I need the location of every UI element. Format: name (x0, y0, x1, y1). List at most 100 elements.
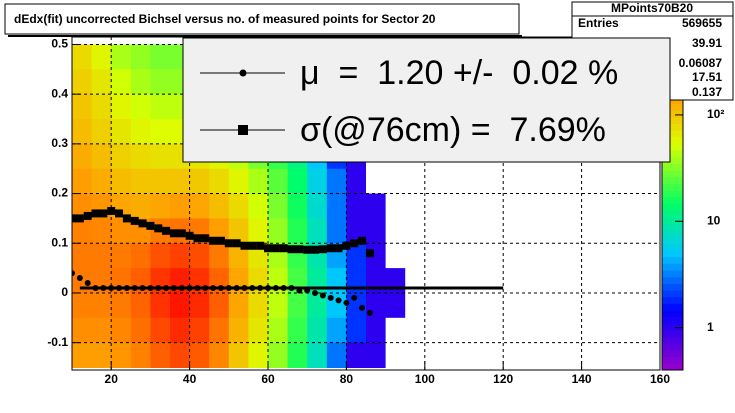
heatmap-cell (346, 317, 367, 344)
colorbar-band (662, 343, 683, 351)
heatmap-cell (228, 218, 249, 244)
colorbar-band (662, 296, 683, 304)
heatmap-cell (248, 218, 269, 244)
heatmap-cell (150, 94, 171, 120)
heatmap-cell (405, 292, 426, 319)
x-tick-label: 160 (650, 372, 670, 386)
heatmap-cell (346, 168, 367, 195)
marker-square (185, 231, 194, 240)
y-tick-label: 0 (61, 285, 68, 299)
heatmap-cell (405, 317, 426, 344)
heatmap-cell (346, 342, 367, 369)
marker-square (311, 245, 320, 254)
marker-square (201, 234, 210, 243)
colorbar-band (662, 230, 683, 238)
colorbar-band (662, 170, 683, 178)
heatmap-cell (385, 268, 406, 294)
colorbar-band (662, 316, 683, 324)
heatmap-cell (405, 193, 426, 219)
x-tick-label: 100 (415, 372, 435, 386)
heatmap-cell (111, 317, 132, 344)
heatmap-cell (287, 168, 308, 195)
z-tick-label: 10 (707, 213, 721, 227)
heatmap-cell (307, 193, 328, 219)
heatmap-cell (130, 193, 151, 219)
heatmap-cell (228, 193, 249, 219)
marker-circle (92, 284, 99, 291)
colorbar-band (662, 190, 683, 198)
colorbar-band (662, 183, 683, 191)
heatmap-cell (130, 94, 151, 120)
heatmap-cell (385, 317, 406, 344)
heatmap-cell (170, 168, 191, 195)
marker-square (209, 236, 218, 245)
marker-circle (249, 284, 256, 291)
heatmap-cell (248, 168, 269, 195)
heatmap-cell (111, 94, 132, 120)
colorbar-band (662, 136, 683, 145)
heatmap-cell (111, 69, 132, 95)
colorbar-band (662, 110, 683, 118)
stats-title: MPoints70B20 (611, 1, 693, 15)
colorbar-band (662, 130, 683, 138)
marker-square (358, 236, 367, 245)
stats-value: 17.51 (692, 70, 722, 84)
legend-box (182, 37, 671, 163)
heatmap-cell (326, 268, 347, 294)
heatmap-cell (209, 317, 230, 344)
colorbar-band (662, 250, 683, 258)
heatmap-cell (91, 168, 112, 195)
marker-circle (241, 284, 248, 291)
heatmap-cell (366, 193, 387, 219)
colorbar-band (662, 350, 683, 358)
heatmap-cell (307, 218, 328, 244)
heatmap-cell (91, 218, 112, 244)
heatmap-cell (111, 342, 132, 369)
heatmap-cell (307, 292, 328, 319)
legend: μ = 1.20 +/- 0.02 % σ(@76cm) = 7.69% (182, 37, 671, 163)
legend-marker (239, 69, 247, 77)
heatmap-cell (268, 193, 289, 219)
heatmap-cell (189, 292, 210, 319)
heatmap-cell (91, 44, 112, 70)
marker-circle (304, 287, 311, 294)
heatmap-cell (91, 243, 112, 269)
marker-circle (343, 299, 350, 306)
marker-square (271, 244, 280, 253)
heatmap-cell (91, 143, 112, 170)
heatmap-cell (130, 292, 151, 319)
heatmap-cell (385, 342, 406, 369)
heatmap-cell (209, 342, 230, 369)
marker-square (256, 241, 265, 250)
heatmap-cell (130, 143, 151, 170)
marker-square (91, 209, 100, 218)
x-tick-label: 40 (183, 372, 197, 386)
marker-circle (100, 284, 107, 291)
marker-circle (170, 284, 177, 291)
heatmap-cell (228, 168, 249, 195)
marker-square (146, 221, 155, 230)
heatmap-cell (111, 243, 132, 269)
marker-circle (288, 284, 295, 291)
x-tick-label: 60 (261, 372, 275, 386)
heatmap-cell (209, 168, 230, 195)
stats-value: 569655 (682, 16, 722, 30)
heatmap-cell (72, 342, 93, 369)
marker-square (295, 245, 304, 254)
marker-circle (351, 294, 358, 301)
marker-square (154, 224, 163, 233)
marker-square (75, 214, 84, 223)
y-tick-label: 0.1 (51, 235, 68, 249)
marker-circle (233, 284, 240, 291)
colorbar-band (662, 210, 683, 218)
heatmap-cell (150, 143, 171, 170)
marker-circle (72, 270, 75, 277)
heatmap-cell (209, 193, 230, 219)
colorbar-band (662, 263, 683, 271)
colorbar-band (662, 290, 683, 298)
marker-square (177, 229, 186, 238)
marker-circle (265, 284, 271, 291)
marker-square (232, 239, 241, 248)
heatmap-cell (366, 218, 387, 244)
heatmap-cell (72, 218, 93, 244)
